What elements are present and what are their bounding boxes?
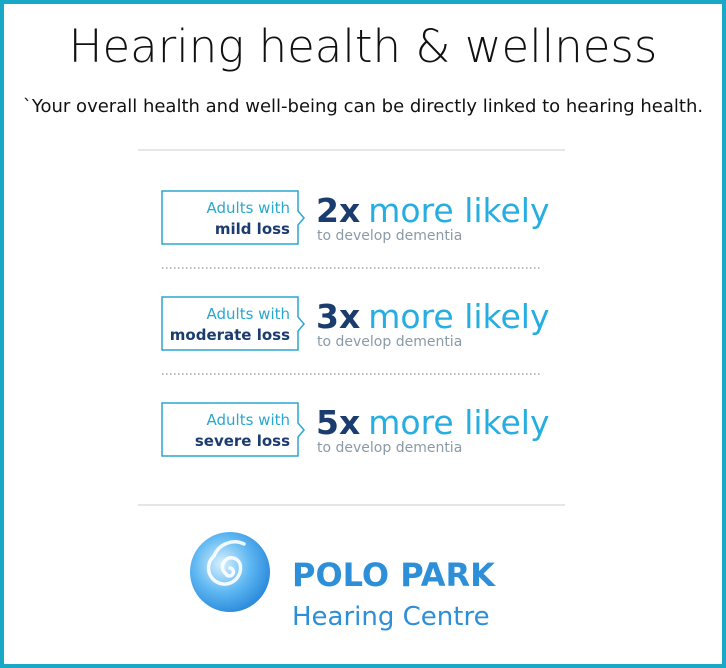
label-box (161, 296, 305, 351)
multiplier: 3x (316, 297, 360, 336)
title: Hearing health & wellness (69, 20, 658, 73)
label-box (161, 402, 305, 457)
multiplier: 2x (316, 191, 360, 230)
label-line1: Adults with (207, 199, 290, 217)
logo-mark (190, 532, 270, 612)
logo-name: POLO PARK (292, 556, 496, 594)
headline: 3x more likely (316, 297, 550, 336)
headline: 5x more likely (316, 403, 550, 442)
phrase: more likely (368, 403, 549, 442)
phrase: more likely (368, 297, 549, 336)
headline: 2x more likely (316, 191, 550, 230)
label-line2: severe loss (195, 432, 290, 450)
label-box (161, 190, 305, 245)
note: to develop dementia (317, 334, 462, 350)
label-line2: mild loss (215, 220, 290, 238)
phrase: more likely (368, 191, 549, 230)
label-line1: Adults with (207, 305, 290, 323)
label-line2: moderate loss (170, 326, 290, 344)
label-line1: Adults with (207, 411, 290, 429)
logo-subname: Hearing Centre (292, 602, 490, 632)
subtitle: `Your overall health and well-being can … (23, 96, 703, 117)
multiplier: 5x (316, 403, 360, 442)
note: to develop dementia (317, 228, 462, 244)
note: to develop dementia (317, 440, 462, 456)
